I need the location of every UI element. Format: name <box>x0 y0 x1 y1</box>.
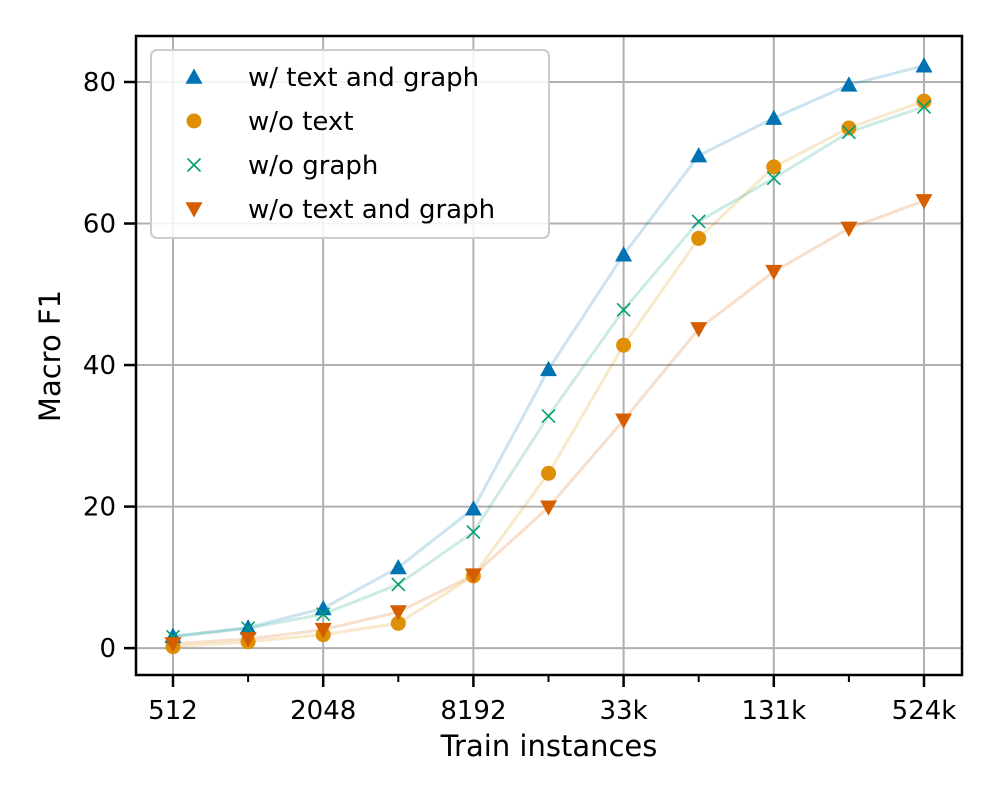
x-marker-stroke <box>391 577 406 592</box>
legend-label: w/ text and graph <box>248 63 479 93</box>
data-point <box>766 171 781 186</box>
legend: w/ text and graph w/o text w/o graph w/o te… <box>150 49 550 239</box>
series-points-0 <box>164 57 933 643</box>
legend-marker <box>185 202 203 218</box>
y-tick-label: 80 <box>83 68 116 98</box>
x-tick-label: 8192 <box>440 696 506 726</box>
data-point <box>841 120 857 136</box>
data-point <box>316 607 331 622</box>
data-point <box>765 264 783 281</box>
data-point <box>615 246 633 262</box>
data-point <box>840 76 858 92</box>
x-axis-label: Train instances <box>440 729 658 763</box>
data-point <box>164 637 182 653</box>
x-tick-label: 33k <box>600 696 648 726</box>
y-tick-label: 40 <box>83 351 116 381</box>
legend-box <box>150 49 550 239</box>
axes: 512 2048 8192 33k 131k 524k 0 20 40 60 80 <box>83 68 956 726</box>
x-marker-stroke <box>466 524 481 540</box>
data-point <box>766 159 782 175</box>
x-tick-label: 512 <box>148 696 198 726</box>
data-point <box>916 99 932 114</box>
data-point <box>616 302 631 317</box>
data-point <box>690 147 708 163</box>
series-line-3 <box>172 199 925 646</box>
data-point <box>390 615 406 631</box>
data-point <box>765 109 783 125</box>
y-axis-label: Macro F1 <box>33 290 67 422</box>
x-marker-stroke <box>616 302 631 317</box>
data-point <box>616 337 632 353</box>
data-point <box>464 500 482 516</box>
data-point <box>841 125 856 140</box>
data-point <box>541 465 556 481</box>
data-point <box>615 413 633 429</box>
x-marker-stroke <box>916 99 932 114</box>
data-point <box>466 524 481 540</box>
y-tick-label: 0 <box>99 634 116 664</box>
data-point <box>314 599 332 616</box>
series-points-2 <box>165 99 932 644</box>
data-point <box>389 605 407 621</box>
series-layer <box>164 57 933 655</box>
x-marker-stroke <box>541 408 556 424</box>
data-point <box>691 214 706 229</box>
data-point <box>691 230 707 246</box>
x-marker-stroke <box>316 607 331 622</box>
x-tick-label: 524k <box>892 696 957 726</box>
x-marker-stroke <box>766 171 781 186</box>
data-point <box>540 500 557 516</box>
y-tick-label: 60 <box>83 210 116 240</box>
data-point <box>690 322 708 338</box>
data-point <box>239 619 257 635</box>
data-point <box>239 632 257 648</box>
x-marker-stroke <box>691 214 706 229</box>
legend-marker <box>186 157 202 173</box>
data-point <box>314 622 332 639</box>
legend-label: w/o text <box>248 107 354 137</box>
legend-label: w/o graph <box>248 151 378 181</box>
y-tick-label: 20 <box>83 493 116 523</box>
data-point <box>916 93 932 109</box>
x-tick-label: 2048 <box>290 696 356 726</box>
data-point <box>915 57 933 73</box>
legend-label: w/o text and graph <box>248 195 495 225</box>
legend-marker <box>186 113 202 129</box>
data-point <box>915 194 933 210</box>
series-points-3 <box>164 194 933 653</box>
legend-marker <box>185 68 203 84</box>
data-point <box>540 360 557 377</box>
data-point <box>389 558 407 575</box>
x-marker-stroke <box>841 125 856 140</box>
x-tick-label: 131k <box>741 696 806 726</box>
x-marker-stroke <box>186 157 202 173</box>
data-point <box>840 221 858 237</box>
data-point <box>464 568 482 584</box>
data-point <box>391 577 406 592</box>
data-point <box>541 408 556 424</box>
